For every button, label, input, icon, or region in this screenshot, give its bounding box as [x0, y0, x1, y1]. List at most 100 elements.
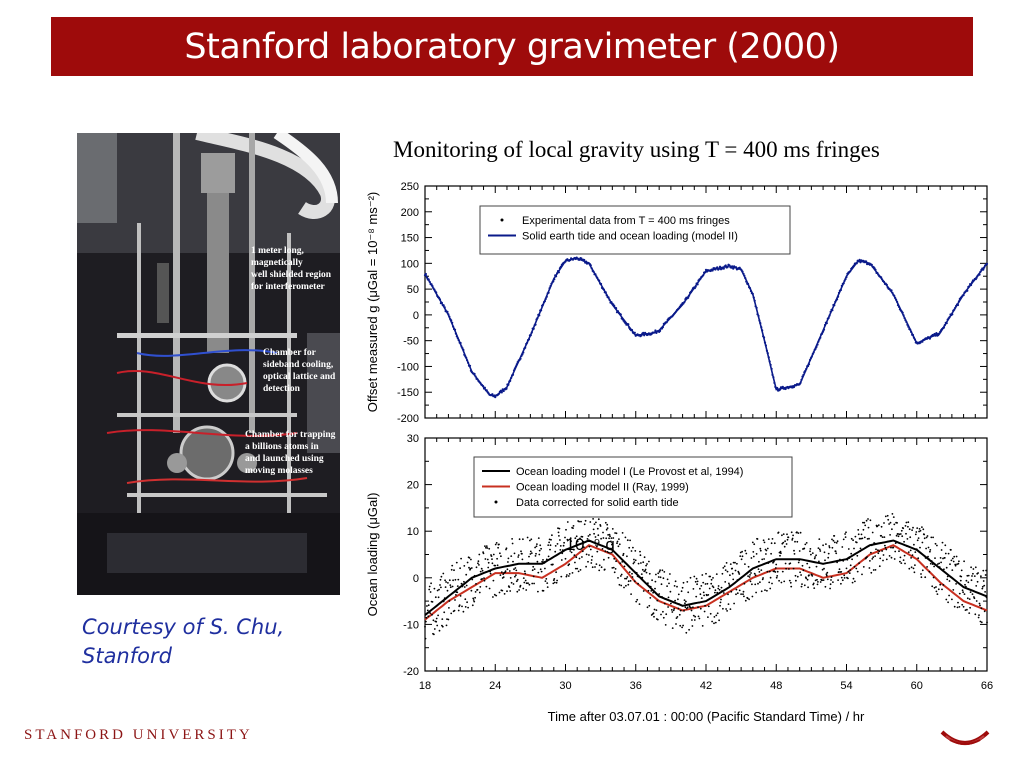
data-point — [558, 535, 560, 537]
data-point — [654, 587, 656, 590]
data-point — [939, 557, 942, 559]
data-point — [792, 567, 795, 570]
data-point — [424, 625, 426, 628]
data-point — [760, 569, 763, 571]
data-point — [867, 526, 870, 529]
data-point — [954, 564, 957, 567]
series-line-1-2 — [424, 257, 988, 398]
data-point — [678, 603, 681, 606]
data-point — [550, 538, 552, 541]
data-point — [620, 573, 623, 576]
data-point — [628, 546, 631, 549]
data-point — [558, 527, 561, 530]
data-point — [907, 551, 910, 553]
data-point — [569, 537, 572, 539]
data-point — [547, 555, 550, 558]
data-point — [479, 586, 482, 588]
data-point — [974, 566, 977, 569]
data-point — [568, 563, 571, 566]
data-point — [524, 572, 527, 575]
y-tick-label: 50 — [407, 284, 419, 296]
y-axis-label: Ocean loading (μGal) — [365, 493, 380, 617]
data-point — [618, 538, 620, 540]
data-point — [868, 537, 870, 540]
data-point — [650, 590, 653, 592]
data-point — [450, 612, 453, 615]
data-point — [606, 523, 609, 526]
data-point — [860, 533, 863, 536]
data-point — [889, 534, 891, 536]
data-point — [841, 546, 844, 548]
data-point — [473, 600, 476, 603]
data-point — [526, 536, 529, 539]
data-point — [582, 540, 585, 543]
data-point — [556, 543, 559, 545]
data-point — [471, 604, 474, 607]
data-point — [648, 560, 650, 563]
data-point — [425, 620, 427, 623]
data-point — [743, 595, 745, 598]
data-point — [805, 542, 808, 544]
data-point — [961, 589, 964, 592]
data-point — [506, 568, 509, 571]
data-point — [660, 613, 662, 616]
data-point — [903, 554, 906, 557]
data-point — [548, 541, 550, 544]
data-point — [532, 565, 535, 568]
data-point — [684, 606, 687, 609]
data-point — [828, 545, 831, 547]
data-point — [600, 537, 602, 540]
data-point — [455, 561, 458, 564]
data-point — [732, 578, 735, 581]
data-point — [926, 566, 928, 568]
data-point — [548, 538, 551, 541]
data-point — [626, 576, 629, 578]
data-point — [672, 609, 675, 612]
data-point — [610, 537, 613, 539]
data-point — [792, 534, 794, 537]
data-point — [431, 601, 434, 603]
data-point — [744, 549, 747, 552]
data-point — [969, 606, 971, 609]
data-point — [956, 563, 958, 566]
data-point — [878, 565, 881, 568]
data-point — [790, 531, 793, 534]
x-tick-label: 48 — [770, 680, 782, 692]
data-point — [727, 593, 729, 596]
data-point — [846, 558, 849, 561]
data-point — [718, 588, 721, 591]
data-point — [560, 559, 563, 561]
data-point — [958, 606, 961, 608]
data-point — [676, 616, 679, 618]
data-point — [485, 545, 488, 547]
data-point — [641, 576, 644, 579]
data-point — [623, 586, 625, 589]
data-point — [482, 552, 485, 555]
data-point — [967, 574, 970, 577]
data-point — [966, 597, 969, 600]
data-point — [612, 537, 615, 539]
data-point — [934, 542, 937, 545]
data-point — [630, 550, 633, 552]
data-point — [726, 570, 729, 573]
data-point — [932, 576, 935, 579]
data-point — [774, 567, 777, 569]
data-point — [791, 537, 794, 540]
data-point — [624, 536, 627, 539]
data-point — [639, 554, 642, 557]
data-point — [785, 543, 788, 545]
data-point — [492, 579, 495, 582]
data-point — [589, 548, 592, 551]
data-point — [608, 537, 610, 540]
data-point — [910, 557, 912, 559]
data-point — [856, 554, 859, 557]
data-point — [500, 555, 502, 558]
data-point — [887, 518, 890, 521]
data-point — [832, 539, 835, 542]
data-point — [707, 616, 709, 618]
data-point — [696, 583, 698, 586]
data-point — [870, 544, 873, 547]
data-point — [719, 601, 722, 604]
data-point — [898, 550, 900, 553]
data-point — [533, 582, 535, 585]
